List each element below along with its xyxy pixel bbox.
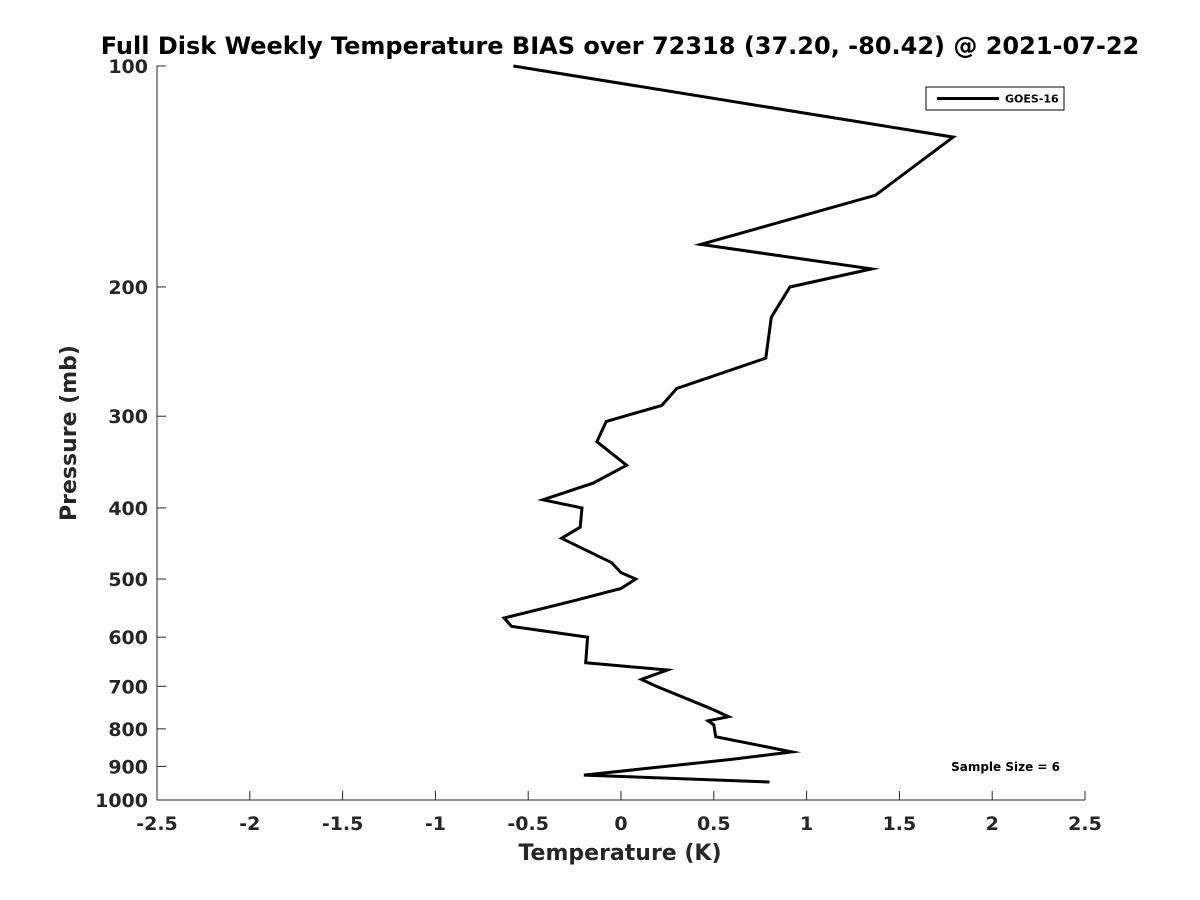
y-tick-label: 100 — [108, 56, 148, 78]
x-axis: -2.5 -2 -1.5 -1 -0.5 0 0.5 1 1.5 2 2.5 — [136, 791, 1102, 835]
legend: GOES-16 — [925, 86, 1065, 111]
series-group — [501, 64, 957, 784]
x-tick-label: -1.5 — [322, 813, 364, 835]
y-tick-label: 500 — [108, 569, 148, 591]
chart-title: Full Disk Weekly Temperature BIAS over 7… — [101, 32, 1140, 60]
x-tick-label: -1 — [425, 813, 446, 835]
x-axis-label: Temperature (K) — [518, 841, 721, 866]
x-tick-label: 1 — [800, 813, 813, 835]
y-tick-label: 1000 — [95, 790, 148, 812]
plot-area — [157, 66, 1085, 800]
x-tick-label: -0.5 — [507, 813, 549, 835]
x-tick-label: 2 — [986, 813, 999, 835]
sample-size-annotation: Sample Size = 6 — [951, 760, 1060, 774]
y-tick-label: 200 — [108, 277, 148, 299]
y-axis: 100 200 300 400 500 600 700 800 900 1000 — [95, 56, 166, 812]
x-tick-label: 0 — [614, 813, 627, 835]
y-tick-label: 300 — [108, 406, 148, 428]
series-line-goes-16 — [501, 64, 957, 784]
y-tick-label: 900 — [108, 756, 148, 778]
y-axis-label: Pressure (mb) — [57, 345, 82, 521]
y-tick-label: 400 — [108, 498, 148, 520]
x-tick-label: -2.5 — [136, 813, 178, 835]
y-tick-label: 800 — [108, 719, 148, 741]
x-tick-label: 2.5 — [1068, 813, 1102, 835]
y-tick-label: 700 — [108, 676, 148, 698]
x-tick-label: 0.5 — [697, 813, 731, 835]
y-tick-label: 600 — [108, 627, 148, 649]
legend-label-goes-16: GOES-16 — [1005, 93, 1059, 106]
x-tick-label: -2 — [239, 813, 260, 835]
x-tick-label: 1.5 — [883, 813, 917, 835]
